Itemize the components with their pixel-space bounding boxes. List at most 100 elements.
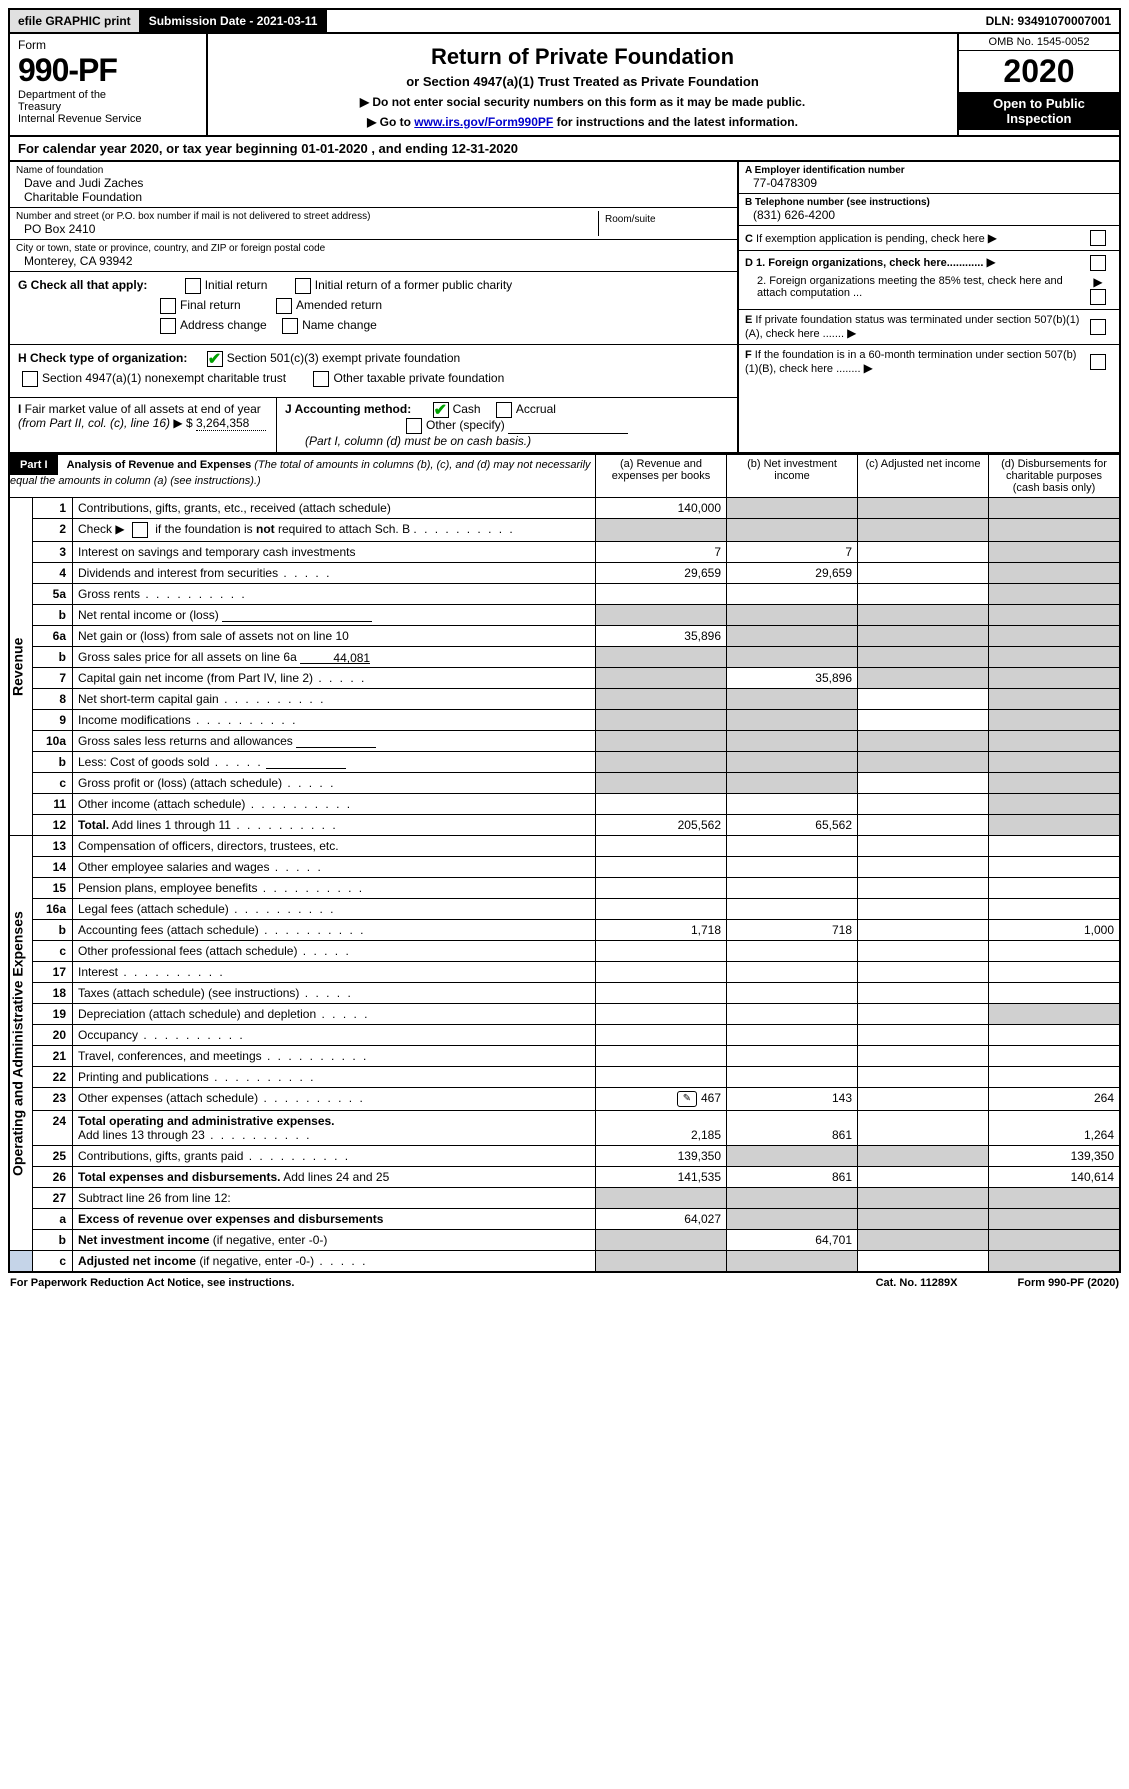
line-16a-desc: Legal fees (attach schedule): [73, 899, 596, 920]
foreign-org-checkbox[interactable]: [1090, 255, 1106, 271]
table-row: 26Total expenses and disbursements. Add …: [9, 1167, 1120, 1188]
section-d2-text: 2. Foreign organizations meeting the 85%…: [745, 275, 1083, 305]
table-row: 9Income modifications: [9, 710, 1120, 731]
other-taxable-checkbox[interactable]: [313, 371, 329, 387]
exemption-pending-checkbox[interactable]: [1090, 230, 1106, 246]
table-row: bNet rental income or (loss): [9, 605, 1120, 626]
dln-number: DLN: 93491070007001: [978, 10, 1119, 32]
table-row: cGross profit or (loss) (attach schedule…: [9, 773, 1120, 794]
info-block: Name of foundation Dave and Judi ZachesC…: [8, 162, 1121, 454]
table-row: Revenue 1 Contributions, gifts, grants, …: [9, 498, 1120, 519]
open-to-public: Open to Public Inspection: [959, 92, 1119, 130]
cash-checkbox[interactable]: [433, 402, 449, 418]
col-a-header: (a) Revenue and expenses per books: [596, 455, 727, 498]
line-27b-desc: Net investment income (if negative, ente…: [73, 1230, 596, 1251]
form-subtitle: or Section 4947(a)(1) Trust Treated as P…: [220, 74, 945, 89]
phone-label: B Telephone number (see instructions): [745, 197, 930, 208]
line-16b-desc: Accounting fees (attach schedule): [73, 920, 596, 941]
line-20-desc: Occupancy: [73, 1025, 596, 1046]
footer-form: Form 990-PF (2020): [1018, 1277, 1120, 1289]
table-row: 23Other expenses (attach schedule) ✎4671…: [9, 1088, 1120, 1111]
instruction-2: ▶ Go to www.irs.gov/Form990PF for instru…: [220, 115, 945, 129]
addr-label: Number and street (or P.O. box number if…: [16, 211, 598, 222]
table-row: 15Pension plans, employee benefits: [9, 878, 1120, 899]
address-change-checkbox[interactable]: [160, 318, 176, 334]
line-23-desc: Other expenses (attach schedule): [73, 1088, 596, 1111]
table-row: 3Interest on savings and temporary cash …: [9, 542, 1120, 563]
line-5a-desc: Gross rents: [73, 584, 596, 605]
table-row: 14Other employee salaries and wages: [9, 857, 1120, 878]
initial-former-checkbox[interactable]: [295, 278, 311, 294]
table-row: 17Interest: [9, 962, 1120, 983]
tax-year: 2020: [959, 51, 1119, 92]
line-1-a: 140,000: [596, 498, 727, 519]
table-row: 10aGross sales less returns and allowanc…: [9, 731, 1120, 752]
table-row: 16aLegal fees (attach schedule): [9, 899, 1120, 920]
irs-link[interactable]: www.irs.gov/Form990PF: [414, 115, 553, 129]
line-7-desc: Capital gain net income (from Part IV, l…: [73, 668, 596, 689]
table-row: 8Net short-term capital gain: [9, 689, 1120, 710]
85pct-test-checkbox[interactable]: [1090, 289, 1106, 305]
line-17-desc: Interest: [73, 962, 596, 983]
line-27a-desc: Excess of revenue over expenses and disb…: [73, 1209, 596, 1230]
form-header: Form 990-PF Department of theTreasuryInt…: [8, 34, 1121, 137]
line-10a-desc: Gross sales less returns and allowances: [73, 731, 596, 752]
table-row: 2 Check ▶ if the foundation is not requi…: [9, 519, 1120, 542]
section-h: H Check type of organization: Section 50…: [10, 345, 737, 398]
foundation-name: Dave and Judi ZachesCharitable Foundatio…: [16, 176, 731, 204]
calendar-year-row: For calendar year 2020, or tax year begi…: [8, 137, 1121, 162]
501c3-checkbox[interactable]: [207, 351, 223, 367]
col-b-header: (b) Net investment income: [727, 455, 858, 498]
city-state-zip: Monterey, CA 93942: [16, 254, 731, 268]
section-g: G Check all that apply: Initial return I…: [10, 272, 737, 345]
table-row: 25Contributions, gifts, grants paid 139,…: [9, 1146, 1120, 1167]
line-2-desc: Check ▶ if the foundation is not require…: [73, 519, 596, 542]
line-1-desc: Contributions, gifts, grants, etc., rece…: [73, 498, 596, 519]
line-21-desc: Travel, conferences, and meetings: [73, 1046, 596, 1067]
4947-checkbox[interactable]: [22, 371, 38, 387]
other-method-checkbox[interactable]: [406, 418, 422, 434]
name-change-checkbox[interactable]: [282, 318, 298, 334]
line-10c-desc: Gross profit or (loss) (attach schedule): [73, 773, 596, 794]
terminated-checkbox[interactable]: [1090, 319, 1106, 335]
line-24-desc: Total operating and administrative expen…: [73, 1111, 596, 1146]
initial-return-checkbox[interactable]: [185, 278, 201, 294]
accrual-checkbox[interactable]: [496, 402, 512, 418]
table-row: Operating and Administrative Expenses 13…: [9, 836, 1120, 857]
room-suite-label: Room/suite: [605, 214, 725, 225]
line-3-desc: Interest on savings and temporary cash i…: [73, 542, 596, 563]
attachment-icon[interactable]: ✎: [677, 1091, 697, 1107]
sch-b-checkbox[interactable]: [132, 522, 148, 538]
section-f-text: If the foundation is in a 60-month termi…: [745, 349, 1076, 375]
table-row: 22Printing and publications: [9, 1067, 1120, 1088]
table-row: 19Depreciation (attach schedule) and dep…: [9, 1004, 1120, 1025]
top-bar: efile GRAPHIC print Submission Date - 20…: [8, 8, 1121, 34]
instruction-1: ▶ Do not enter social security numbers o…: [220, 95, 945, 109]
efile-print-button[interactable]: efile GRAPHIC print: [10, 10, 141, 32]
table-row: 27Subtract line 26 from line 12:: [9, 1188, 1120, 1209]
line-26-desc: Total expenses and disbursements. Add li…: [73, 1167, 596, 1188]
footer-catno: Cat. No. 11289X: [876, 1277, 958, 1289]
dept-label: Department of theTreasuryInternal Revenu…: [18, 89, 198, 125]
line-15-desc: Pension plans, employee benefits: [73, 878, 596, 899]
page-footer: For Paperwork Reduction Act Notice, see …: [8, 1273, 1121, 1293]
part1-heading: Analysis of Revenue and Expenses: [67, 459, 252, 471]
part1-label: Part I: [10, 455, 58, 475]
col-d-header: (d) Disbursements for charitable purpose…: [989, 455, 1121, 498]
line-18-desc: Taxes (attach schedule) (see instruction…: [73, 983, 596, 1004]
footer-left: For Paperwork Reduction Act Notice, see …: [10, 1277, 294, 1289]
line-6b-desc: Gross sales price for all assets on line…: [73, 647, 596, 668]
name-label: Name of foundation: [16, 165, 731, 176]
table-row: 4Dividends and interest from securities …: [9, 563, 1120, 584]
60month-checkbox[interactable]: [1090, 354, 1106, 370]
line-6a-desc: Net gain or (loss) from sale of assets n…: [73, 626, 596, 647]
form-title: Return of Private Foundation: [220, 44, 945, 70]
table-row: 18Taxes (attach schedule) (see instructi…: [9, 983, 1120, 1004]
amended-return-checkbox[interactable]: [276, 298, 292, 314]
final-return-checkbox[interactable]: [160, 298, 176, 314]
ein-value: 77-0478309: [745, 176, 1113, 190]
phone-value: (831) 626-4200: [745, 208, 1113, 222]
table-row: 20Occupancy: [9, 1025, 1120, 1046]
line-12-desc: Total. Add lines 1 through 11: [73, 815, 596, 836]
table-row: bLess: Cost of goods sold: [9, 752, 1120, 773]
